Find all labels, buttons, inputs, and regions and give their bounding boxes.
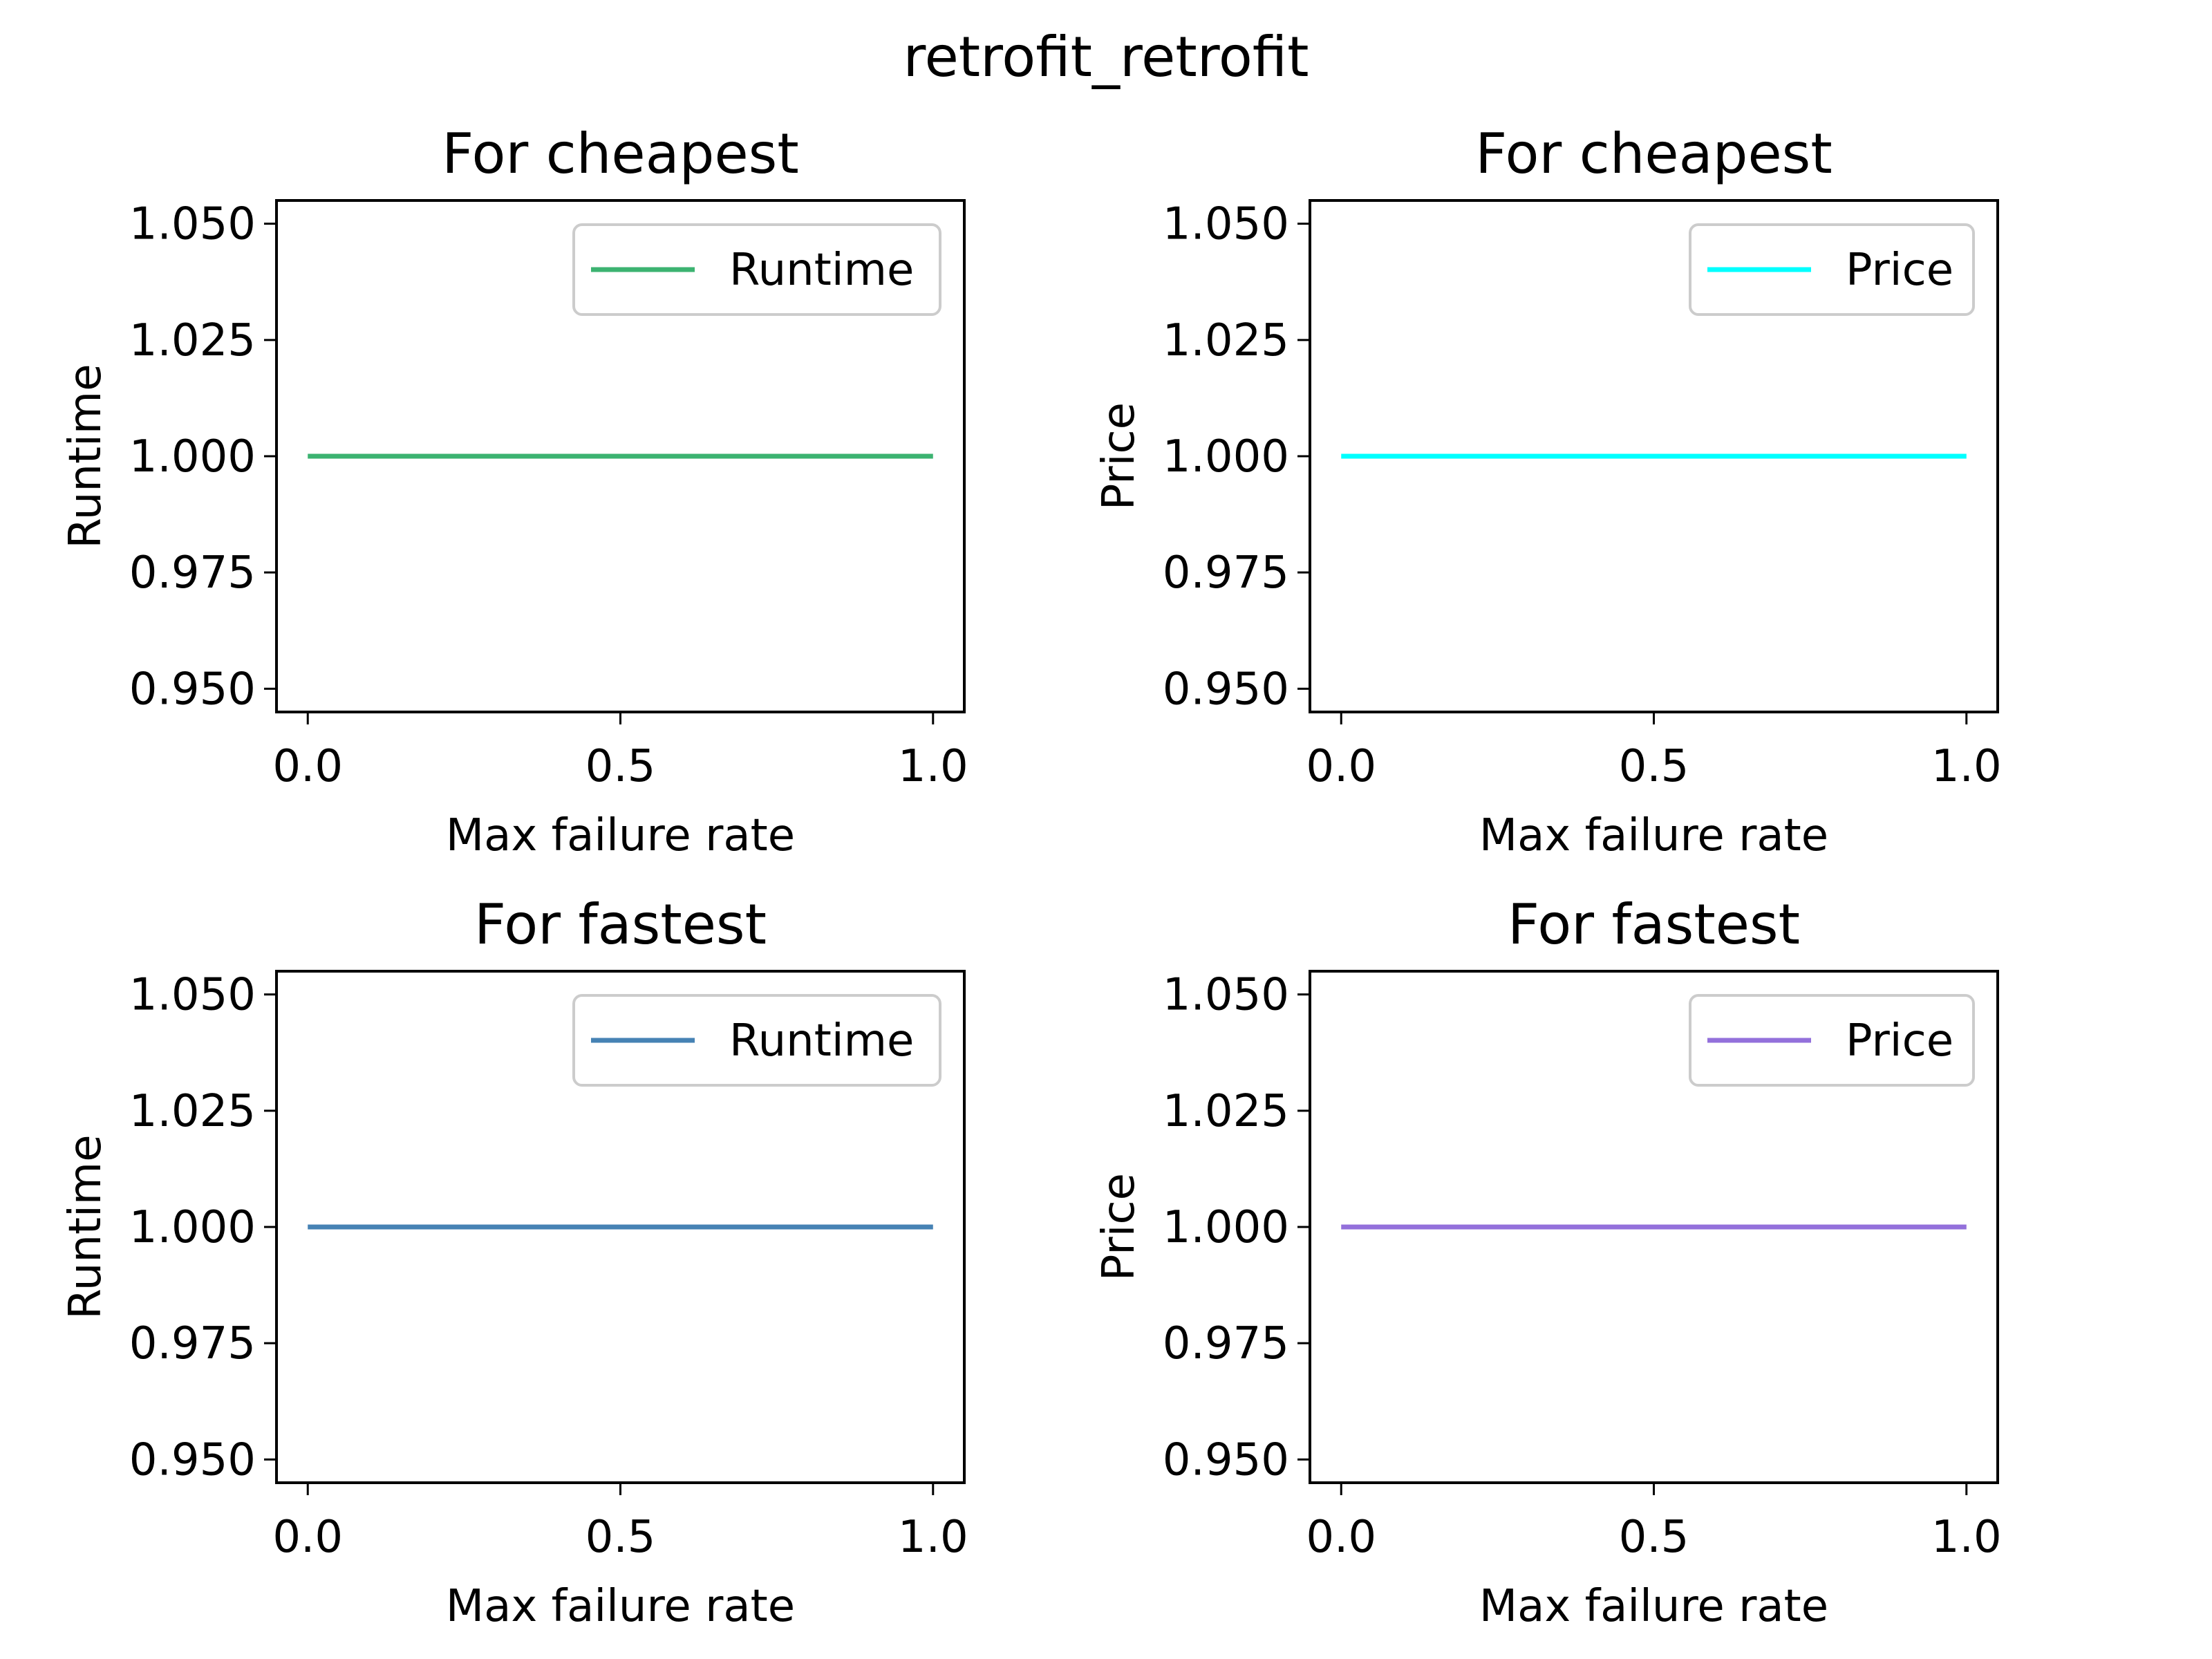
y-tick-label: 0.975 bbox=[129, 547, 256, 599]
x-tick-label: 0.0 bbox=[1306, 1512, 1376, 1563]
legend-frame bbox=[1689, 223, 1975, 316]
legend-label: Price bbox=[1846, 245, 1953, 296]
x-axis-label: Max failure rate bbox=[446, 810, 795, 861]
subplot-title: For cheapest bbox=[442, 122, 798, 186]
y-tick-label: 1.000 bbox=[1163, 431, 1289, 482]
x-tick-label: 1.0 bbox=[1931, 1512, 2002, 1563]
subplot-3: For fastest 0.0 0.5 1.0 0.950 0.975 1.000 1.025… bbox=[60, 892, 968, 1632]
subplot-title: For fastest bbox=[1508, 892, 1800, 957]
y-axis-label: Runtime bbox=[60, 364, 111, 548]
subplot-4: For fastest 0.0 0.5 1.0 0.950 0.975 1.000 1.025… bbox=[1094, 892, 2002, 1632]
x-tick-label: 0.0 bbox=[272, 1512, 343, 1563]
y-tick-label: 0.975 bbox=[1163, 547, 1289, 599]
y-tick-label: 0.975 bbox=[1163, 1318, 1289, 1369]
subplots-grid: For cheapest 0.0 0.5 1.0 0.950 0.975 1.000 1.02… bbox=[60, 122, 2002, 1632]
legend: Runtime bbox=[572, 223, 941, 316]
y-tick-label: 1.050 bbox=[1163, 199, 1289, 250]
x-tick-label: 0.5 bbox=[1619, 741, 1689, 792]
x-tick-label: 0.0 bbox=[272, 741, 343, 792]
y-tick-label: 1.025 bbox=[129, 315, 256, 366]
x-tick-label: 0.5 bbox=[1619, 1512, 1689, 1563]
subplot-2: For cheapest 0.0 0.5 1.0 0.950 0.975 1.000 1.02… bbox=[1094, 122, 2002, 861]
y-axis-label: Price bbox=[1094, 402, 1145, 510]
subplot-1: For cheapest 0.0 0.5 1.0 0.950 0.975 1.000 1.02… bbox=[60, 122, 968, 861]
y-axis-label: Runtime bbox=[60, 1134, 111, 1319]
y-tick-label: 0.950 bbox=[129, 1434, 256, 1485]
x-tick-label: 0.0 bbox=[1306, 741, 1376, 792]
y-tick-label: 0.975 bbox=[129, 1318, 256, 1369]
subplot-title: For fastest bbox=[474, 892, 767, 957]
y-axis-label: Price bbox=[1094, 1173, 1145, 1281]
y-tick-label: 1.050 bbox=[1163, 970, 1289, 1021]
legend: Price bbox=[1689, 994, 1975, 1087]
legend-label: Runtime bbox=[729, 1015, 914, 1067]
x-axis-label: Max failure rate bbox=[1479, 810, 1828, 861]
x-tick-label: 1.0 bbox=[898, 741, 968, 792]
legend-frame bbox=[572, 223, 941, 316]
y-tick-label: 1.025 bbox=[1163, 1086, 1289, 1137]
x-axis-label: Max failure rate bbox=[1479, 1581, 1828, 1632]
y-tick-label: 1.000 bbox=[1163, 1202, 1289, 1253]
x-tick-label: 0.5 bbox=[585, 741, 656, 792]
legend-label: Price bbox=[1846, 1015, 1953, 1067]
y-tick-label: 0.950 bbox=[1163, 664, 1289, 715]
x-tick-label: 1.0 bbox=[898, 1512, 968, 1563]
y-tick-label: 1.050 bbox=[129, 199, 256, 250]
legend-frame bbox=[1689, 994, 1975, 1087]
x-tick-label: 1.0 bbox=[1931, 741, 2002, 792]
figure-suptitle: retrofit_retrofit bbox=[903, 25, 1309, 89]
legend: Runtime bbox=[572, 994, 941, 1087]
y-tick-label: 0.950 bbox=[129, 664, 256, 715]
legend-frame bbox=[572, 994, 941, 1087]
y-tick-label: 1.025 bbox=[1163, 315, 1289, 366]
x-axis-label: Max failure rate bbox=[446, 1581, 795, 1632]
y-tick-label: 1.000 bbox=[129, 1202, 256, 1253]
subplot-title: For cheapest bbox=[1475, 122, 1832, 186]
y-tick-label: 0.950 bbox=[1163, 1434, 1289, 1485]
y-tick-label: 1.050 bbox=[129, 970, 256, 1021]
legend-label: Runtime bbox=[729, 245, 914, 296]
x-tick-label: 0.5 bbox=[585, 1512, 656, 1563]
y-tick-label: 1.025 bbox=[129, 1086, 256, 1137]
legend: Price bbox=[1689, 223, 1975, 316]
y-tick-label: 1.000 bbox=[129, 431, 256, 482]
